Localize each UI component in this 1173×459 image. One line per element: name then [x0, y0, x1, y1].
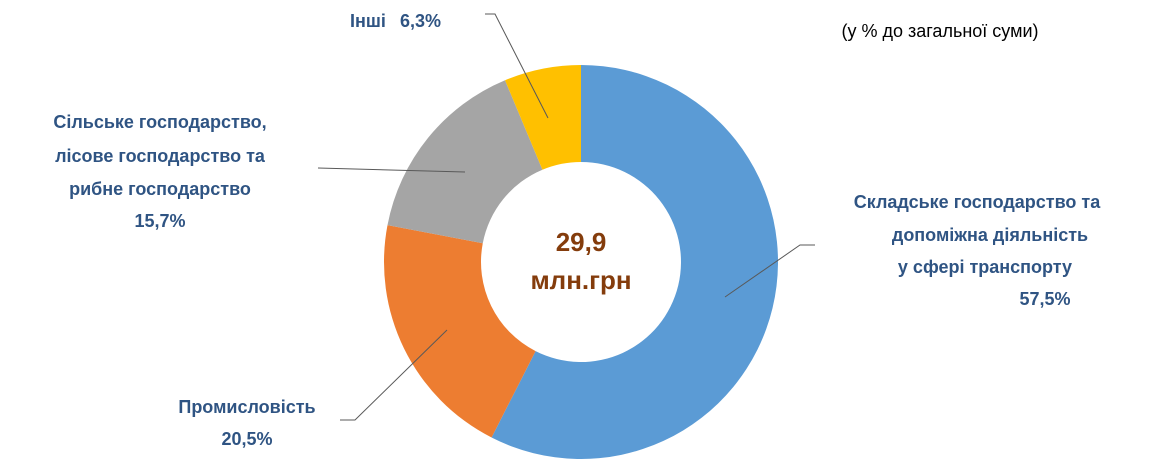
category-label: Складське господарство та: [854, 192, 1102, 212]
leader-line: [340, 329, 448, 421]
center-label: млн.грн: [530, 265, 631, 295]
donut-slice: [384, 225, 536, 438]
donut-slice: [505, 65, 581, 170]
value-label: 15,7%: [134, 211, 185, 231]
leader-line: [485, 13, 549, 119]
value-label: 20,5%: [221, 429, 272, 449]
category-label: Сільське господарство,: [53, 112, 266, 132]
category-label: допоміжна діяльність: [892, 225, 1088, 245]
category-label: Інші: [350, 11, 386, 31]
donut-slice: [491, 65, 778, 459]
category-label: Промисловість: [178, 397, 315, 417]
center-label: 29,9: [556, 227, 607, 257]
category-label: лісове господарство та: [55, 146, 266, 166]
category-label: у сфері транспорту: [898, 257, 1072, 277]
value-label: 6,3%: [400, 11, 441, 31]
donut-slice: [387, 80, 543, 244]
leader-line: [724, 244, 815, 298]
leader-line: [317, 167, 466, 173]
category-label: рибне господарство: [69, 179, 251, 199]
chart-subtitle: (у % до загальної суми): [841, 21, 1038, 41]
value-label: 57,5%: [1019, 289, 1070, 309]
